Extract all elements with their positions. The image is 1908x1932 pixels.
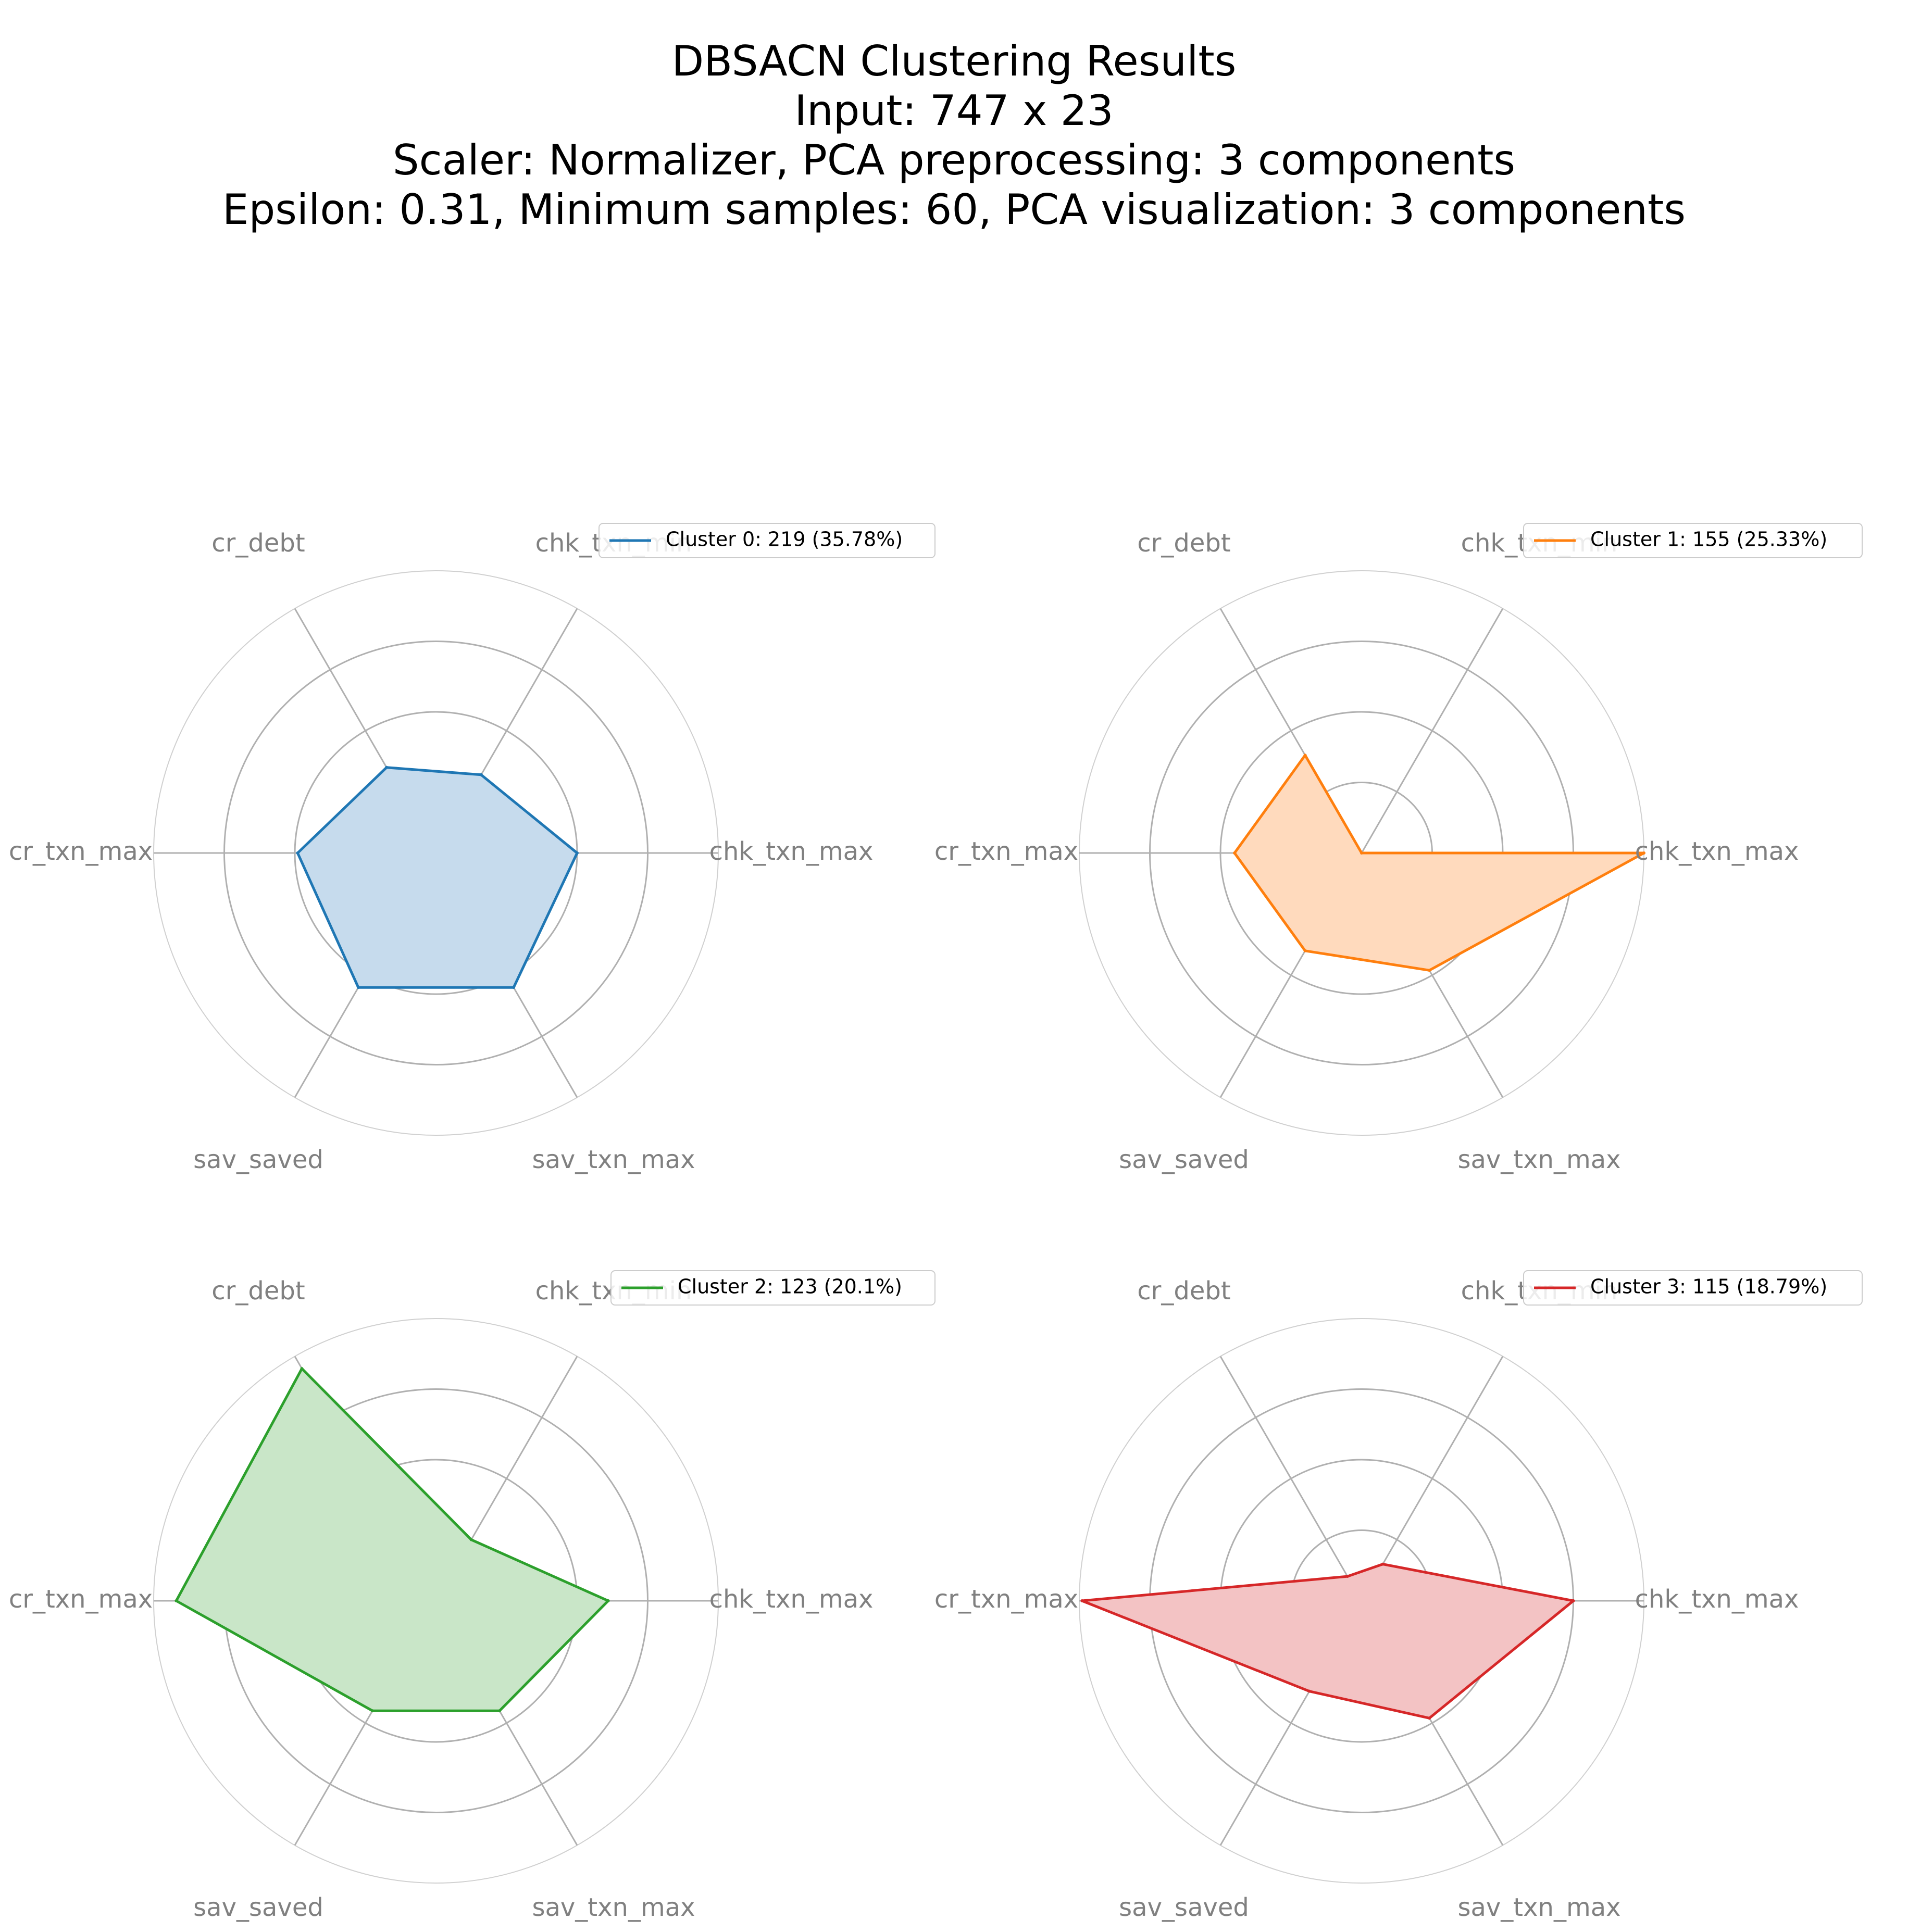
- data-point: [371, 1709, 375, 1713]
- grid-spoke: [1219, 1356, 1363, 1601]
- data-point: [497, 1709, 501, 1713]
- title-line: Epsilon: 0.31, Minimum samples: 60, PCA …: [222, 185, 1686, 234]
- legend-box: [1523, 1270, 1863, 1306]
- data-point: [576, 851, 579, 855]
- series-area: [1234, 755, 1644, 971]
- data-point: [1360, 851, 1363, 855]
- legend-box: [610, 1270, 936, 1306]
- data-point: [1303, 754, 1307, 757]
- axis-label: sav_txn_max: [532, 1893, 695, 1922]
- axis-label: cr_txn_max: [9, 837, 153, 866]
- data-point: [479, 773, 483, 776]
- axis-label: sav_saved: [193, 1893, 323, 1922]
- grid-spoke: [1361, 1356, 1504, 1601]
- data-point: [1381, 1562, 1385, 1566]
- data-point: [1428, 969, 1431, 972]
- axis-label: sav_saved: [1119, 1893, 1249, 1922]
- legend-box: [1523, 523, 1863, 558]
- data-point: [296, 851, 300, 855]
- data-point: [1572, 1599, 1575, 1602]
- grid-spoke: [1361, 608, 1504, 854]
- title-line: Input: 747 x 23: [794, 86, 1114, 135]
- axis-label: chk_txn_max: [709, 837, 874, 866]
- legend-label: Cluster 2: 123 (20.1%): [678, 1275, 902, 1298]
- axis-label: cr_txn_max: [9, 1585, 153, 1614]
- data-point: [174, 1599, 178, 1602]
- axis-label: chk_txn_max: [1635, 1585, 1799, 1614]
- axis-label: sav_saved: [193, 1145, 323, 1174]
- axis-label: cr_debt: [1137, 1276, 1230, 1306]
- radar-chart-2: chk_txn_maxchk_txn_mincr_debtcr_txn_maxs…: [9, 1270, 936, 1922]
- axis-label: sav_saved: [1119, 1145, 1249, 1174]
- data-point: [1345, 1575, 1349, 1578]
- data-point: [1642, 851, 1645, 855]
- radar-chart-0: chk_txn_maxchk_txn_mincr_debtcr_txn_maxs…: [9, 523, 936, 1174]
- data-point: [1303, 949, 1307, 952]
- title-line: Scaler: Normalizer, PCA preprocessing: 3…: [392, 136, 1516, 184]
- series-area: [1082, 1564, 1574, 1718]
- axis-label: chk_txn_max: [1635, 837, 1799, 866]
- axis-label: sav_txn_max: [1457, 1893, 1620, 1922]
- data-point: [469, 1538, 473, 1541]
- legend-label: Cluster 0: 219 (35.78%): [666, 528, 903, 551]
- data-point: [1307, 1689, 1311, 1693]
- data-point: [1233, 851, 1237, 855]
- series-area: [176, 1369, 608, 1711]
- data-point: [512, 986, 516, 989]
- data-point: [606, 1599, 610, 1602]
- axis-label: cr_txn_max: [934, 1585, 1078, 1614]
- data-point: [1428, 1716, 1431, 1720]
- legend-label: Cluster 1: 155 (25.33%): [1590, 528, 1827, 551]
- title-line: DBSACN Clustering Results: [671, 37, 1237, 85]
- axis-label: cr_debt: [211, 1276, 305, 1306]
- axis-label: cr_debt: [211, 529, 305, 558]
- axis-label: sav_txn_max: [532, 1145, 695, 1174]
- series-area: [297, 767, 577, 988]
- axis-label: chk_txn_max: [709, 1585, 874, 1614]
- radar-chart-3: chk_txn_maxchk_txn_mincr_debtcr_txn_maxs…: [934, 1270, 1863, 1922]
- legend-label: Cluster 3: 115 (18.79%): [1590, 1275, 1827, 1298]
- axis-label: cr_txn_max: [934, 837, 1078, 866]
- axis-label: cr_debt: [1137, 529, 1230, 558]
- radar-chart-1: chk_txn_maxchk_txn_mincr_debtcr_txn_maxs…: [934, 523, 1863, 1174]
- figure-title: DBSACN Clustering Results Input: 747 x 2…: [0, 36, 1908, 234]
- axis-label: sav_txn_max: [1457, 1145, 1620, 1174]
- data-point: [385, 766, 389, 769]
- data-point: [300, 1367, 304, 1371]
- legend-box: [598, 523, 936, 558]
- data-point: [1080, 1599, 1084, 1602]
- data-point: [356, 986, 360, 989]
